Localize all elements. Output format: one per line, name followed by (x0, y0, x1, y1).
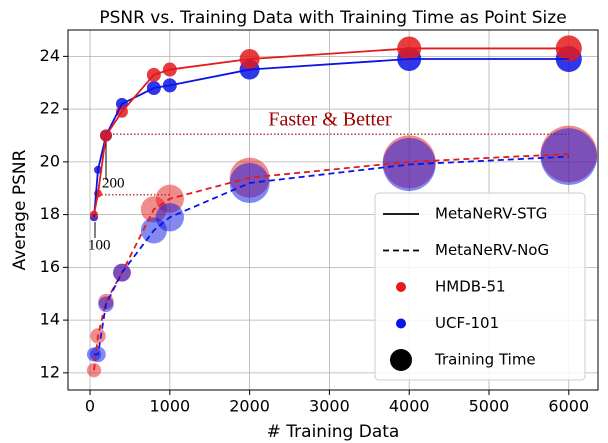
legend-marker (390, 349, 412, 371)
point (540, 128, 598, 185)
x-tick-label: 3000 (309, 397, 350, 416)
y-tick-label: 12 (40, 362, 60, 381)
x-axis-label: # Training Data (267, 422, 400, 442)
chart-title: PSNR vs. Training Data with Training Tim… (99, 8, 566, 28)
y-tick-label: 20 (40, 151, 60, 170)
series-line (93, 153, 569, 371)
y-tick-label: 18 (40, 204, 60, 223)
series-line (94, 155, 569, 356)
legend-label: HMDB-51 (435, 278, 506, 296)
y-tick-label: 16 (40, 257, 60, 276)
legend-label: MetaNeRV-NoG (435, 241, 549, 259)
y-axis-label: Average PSNR (10, 149, 30, 270)
y-tick-label: 22 (40, 99, 60, 118)
legend-marker (396, 282, 406, 292)
annotation: 100 (88, 237, 111, 253)
series-line (93, 47, 569, 215)
x-tick-label: 5000 (469, 397, 510, 416)
x-tick-label: 0 (85, 397, 95, 416)
legend-label: UCF-101 (435, 314, 499, 332)
x-tick-label: 6000 (548, 397, 589, 416)
legend-label: MetaNeRV-STG (435, 205, 547, 223)
plot-frame (67, 29, 599, 391)
annotation: Faster & Better (268, 109, 392, 131)
y-tick-label: 14 (40, 310, 60, 329)
x-tick-label: 1000 (149, 397, 190, 416)
y-tick-label: 24 (40, 46, 60, 65)
annotation: 200 (102, 175, 125, 191)
x-tick-label: 4000 (389, 397, 430, 416)
series-line (93, 58, 569, 218)
legend-label: Training Time (434, 351, 536, 369)
legend: MetaNeRV-STG MetaNeRV-NoG HMDB-51 UCF-101 Tr… (374, 192, 586, 381)
legend-marker (396, 318, 406, 329)
x-tick-label: 2000 (229, 397, 270, 416)
legend-box (374, 192, 586, 381)
